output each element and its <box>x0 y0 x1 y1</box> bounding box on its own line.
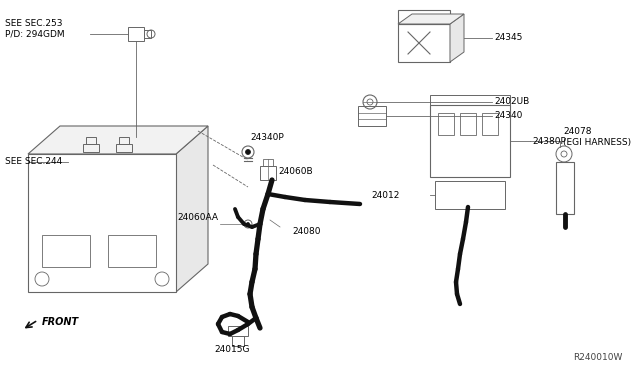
Bar <box>438 113 454 135</box>
Text: 2402UB: 2402UB <box>494 97 529 106</box>
Text: 24060AA: 24060AA <box>177 212 218 221</box>
Circle shape <box>246 222 250 225</box>
Polygon shape <box>176 126 208 292</box>
Text: 24012: 24012 <box>372 190 400 199</box>
Circle shape <box>246 150 250 154</box>
Bar <box>108 235 156 267</box>
Bar <box>144 30 151 38</box>
Text: 24340P: 24340P <box>250 134 284 142</box>
Bar <box>128 27 144 41</box>
Bar <box>358 106 386 126</box>
Bar <box>398 10 450 24</box>
Polygon shape <box>450 14 464 62</box>
Text: SEE SEC.253: SEE SEC.253 <box>5 19 63 29</box>
Bar <box>228 326 248 336</box>
Text: 24080: 24080 <box>292 228 321 237</box>
Bar <box>482 113 498 135</box>
Polygon shape <box>28 126 208 154</box>
Bar <box>430 95 510 105</box>
Bar <box>42 235 90 267</box>
Text: 24380P: 24380P <box>532 137 566 145</box>
Text: FRONT: FRONT <box>42 317 79 327</box>
Text: 24340: 24340 <box>494 112 522 121</box>
Text: 24015G: 24015G <box>214 346 250 355</box>
Bar <box>430 105 510 177</box>
Bar <box>116 144 132 152</box>
Text: R240010W: R240010W <box>573 353 622 362</box>
Text: 24060B: 24060B <box>278 167 312 176</box>
Text: 24078: 24078 <box>563 128 591 137</box>
Bar <box>119 137 129 144</box>
Bar <box>435 181 505 209</box>
Bar <box>232 336 244 346</box>
Bar <box>83 144 99 152</box>
Polygon shape <box>398 14 464 24</box>
Bar <box>398 24 450 62</box>
Bar <box>86 137 96 144</box>
Text: SEE SEC.244: SEE SEC.244 <box>5 157 62 167</box>
Text: (EGI HARNESS): (EGI HARNESS) <box>563 138 631 148</box>
Bar <box>260 166 276 180</box>
Bar <box>263 159 273 166</box>
Bar <box>460 113 476 135</box>
Bar <box>28 154 176 292</box>
Text: P/D: 294GDM: P/D: 294GDM <box>5 29 65 38</box>
Bar <box>556 162 574 214</box>
Text: 24345: 24345 <box>494 33 522 42</box>
